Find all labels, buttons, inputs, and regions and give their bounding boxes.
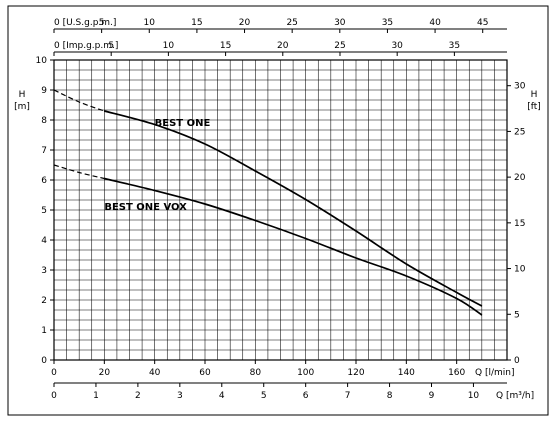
y-right-axis-label: H <box>531 90 538 100</box>
x-impgpm-tick-label: 20 <box>277 41 289 51</box>
x-usgpm-tick-label: 30 <box>334 18 346 28</box>
y-right-tick-label: 20 <box>514 173 526 183</box>
x-impgpm-tick-label: 10 <box>163 41 175 51</box>
curves <box>53 89 483 316</box>
x-lmin-axis-label: Q [l/min] <box>475 368 514 378</box>
curve-best-one-vox <box>104 177 483 316</box>
x-lmin-tick-label: 120 <box>347 368 364 378</box>
y-left-tick-label: 5 <box>41 206 47 216</box>
x-lmin-tick-label: 100 <box>297 368 314 378</box>
y-left-tick-label: 6 <box>41 176 47 186</box>
x-lmin-tick-label: 80 <box>250 368 262 378</box>
x-impgpm-tick-label: 30 <box>391 41 403 51</box>
x-m3h-tick-label: 2 <box>135 391 141 401</box>
x-impgpm-axis-label: 0 [Imp.g.p.m.] <box>54 41 118 51</box>
y-right-tick-label: 5 <box>514 310 520 320</box>
x-m3h-tick-label: 3 <box>177 391 183 401</box>
x-usgpm-tick-label: 10 <box>144 18 156 28</box>
y-left-axis-label: H <box>19 90 26 100</box>
y-right-tick-label: 10 <box>514 265 526 275</box>
x-impgpm-tick-label: 15 <box>220 41 231 51</box>
series-label-best-one: BEST ONE <box>155 118 211 129</box>
y-left-tick-label: 9 <box>41 86 47 96</box>
y-left-axis-unit: [m] <box>14 102 30 112</box>
y-left-tick-label: 4 <box>41 236 47 246</box>
x-m3h-tick-label: 7 <box>345 391 351 401</box>
y-right-tick-label: 30 <box>514 82 526 92</box>
x-usgpm-tick-label: 5 <box>99 18 105 28</box>
y-right-tick-label: 25 <box>514 127 525 137</box>
curve-best-one-vox-extrapolated <box>53 164 105 180</box>
y-left-tick-label: 2 <box>41 296 47 306</box>
x-m3h-tick-label: 8 <box>387 391 393 401</box>
x-m3h-tick-label: 1 <box>93 391 99 401</box>
x-impgpm-tick-label: 5 <box>108 41 114 51</box>
axes <box>50 28 511 387</box>
x-usgpm-tick-label: 40 <box>429 18 441 28</box>
x-usgpm-tick-label: 35 <box>382 18 393 28</box>
x-m3h-tick-label: 6 <box>303 391 309 401</box>
x-usgpm-tick-label: 25 <box>286 18 297 28</box>
x-m3h-tick-label: 5 <box>261 391 267 401</box>
y-left-tick-label: 7 <box>41 146 47 156</box>
y-left-tick-label: 3 <box>41 266 47 276</box>
y-right-tick-label: 15 <box>514 219 525 229</box>
y-left-tick-label: 0 <box>41 356 47 366</box>
x-lmin-tick-label: 40 <box>149 368 161 378</box>
x-lmin-tick-label: 20 <box>99 368 111 378</box>
x-m3h-tick-label: 10 <box>468 391 480 401</box>
x-usgpm-tick-label: 15 <box>191 18 202 28</box>
x-usgpm-tick-label: 45 <box>477 18 488 28</box>
x-lmin-tick-label: 140 <box>398 368 415 378</box>
x-impgpm-tick-label: 25 <box>334 41 345 51</box>
x-lmin-tick-label: 0 <box>51 368 57 378</box>
grid <box>54 60 507 360</box>
series-label-best-one-vox: BEST ONE VOX <box>104 202 187 213</box>
y-left-tick-label: 1 <box>41 326 47 336</box>
curve-best-one-extrapolated <box>53 89 105 112</box>
y-right-axis-unit: [ft] <box>527 102 541 112</box>
x-impgpm-tick-label: 35 <box>449 41 460 51</box>
y-left-tick-label: 8 <box>41 116 47 126</box>
x-m3h-tick-label: 4 <box>219 391 225 401</box>
x-lmin-tick-label: 60 <box>199 368 211 378</box>
x-lmin-tick-label: 160 <box>448 368 465 378</box>
x-m3h-axis-label: Q [m³/h] <box>496 391 534 401</box>
x-usgpm-tick-label: 20 <box>239 18 251 28</box>
y-right-tick-label: 0 <box>514 356 520 366</box>
y-left-tick-label: 10 <box>36 56 48 66</box>
curve-best-one <box>104 110 483 307</box>
x-m3h-tick-label: 0 <box>51 391 57 401</box>
x-m3h-tick-label: 9 <box>429 391 435 401</box>
x-usgpm-axis-label: 0 [U.S.g.p.m.] <box>54 18 116 28</box>
outer-frame <box>7 5 549 416</box>
